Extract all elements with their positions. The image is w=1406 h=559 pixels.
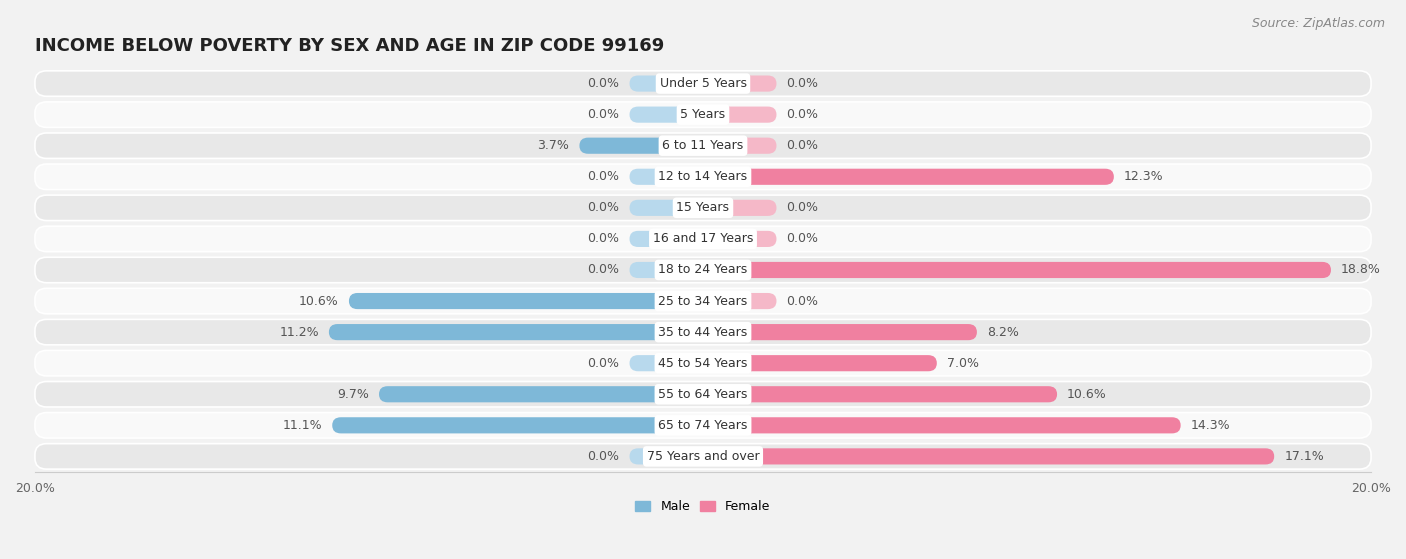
- Text: 0.0%: 0.0%: [786, 233, 818, 245]
- Text: 0.0%: 0.0%: [786, 108, 818, 121]
- Text: 17.1%: 17.1%: [1284, 450, 1324, 463]
- Text: 12 to 14 Years: 12 to 14 Years: [658, 170, 748, 183]
- Text: 0.0%: 0.0%: [588, 450, 620, 463]
- FancyBboxPatch shape: [35, 195, 1371, 221]
- Text: 3.7%: 3.7%: [537, 139, 569, 152]
- FancyBboxPatch shape: [35, 319, 1371, 345]
- Text: 25 to 34 Years: 25 to 34 Years: [658, 295, 748, 307]
- FancyBboxPatch shape: [703, 386, 1057, 402]
- FancyBboxPatch shape: [703, 107, 776, 123]
- FancyBboxPatch shape: [35, 71, 1371, 96]
- Text: 18 to 24 Years: 18 to 24 Years: [658, 263, 748, 277]
- FancyBboxPatch shape: [630, 107, 703, 123]
- Text: Under 5 Years: Under 5 Years: [659, 77, 747, 90]
- Text: 45 to 54 Years: 45 to 54 Years: [658, 357, 748, 369]
- FancyBboxPatch shape: [630, 448, 703, 465]
- Text: 0.0%: 0.0%: [786, 201, 818, 214]
- Text: 0.0%: 0.0%: [588, 357, 620, 369]
- FancyBboxPatch shape: [35, 133, 1371, 158]
- Text: 0.0%: 0.0%: [588, 77, 620, 90]
- FancyBboxPatch shape: [703, 355, 936, 371]
- Text: 0.0%: 0.0%: [588, 201, 620, 214]
- Text: 12.3%: 12.3%: [1123, 170, 1164, 183]
- FancyBboxPatch shape: [703, 262, 1331, 278]
- Text: 55 to 64 Years: 55 to 64 Years: [658, 388, 748, 401]
- FancyBboxPatch shape: [630, 169, 703, 185]
- Text: 15 Years: 15 Years: [676, 201, 730, 214]
- Text: 14.3%: 14.3%: [1191, 419, 1230, 432]
- FancyBboxPatch shape: [703, 417, 1181, 433]
- Text: 0.0%: 0.0%: [588, 170, 620, 183]
- Text: 65 to 74 Years: 65 to 74 Years: [658, 419, 748, 432]
- Text: 16 and 17 Years: 16 and 17 Years: [652, 233, 754, 245]
- FancyBboxPatch shape: [703, 324, 977, 340]
- FancyBboxPatch shape: [630, 231, 703, 247]
- Text: 11.2%: 11.2%: [280, 326, 319, 339]
- FancyBboxPatch shape: [380, 386, 703, 402]
- Text: Source: ZipAtlas.com: Source: ZipAtlas.com: [1251, 17, 1385, 30]
- FancyBboxPatch shape: [35, 382, 1371, 407]
- FancyBboxPatch shape: [35, 257, 1371, 283]
- Text: 0.0%: 0.0%: [588, 108, 620, 121]
- FancyBboxPatch shape: [630, 200, 703, 216]
- FancyBboxPatch shape: [703, 448, 1274, 465]
- FancyBboxPatch shape: [35, 350, 1371, 376]
- Text: 6 to 11 Years: 6 to 11 Years: [662, 139, 744, 152]
- FancyBboxPatch shape: [703, 200, 776, 216]
- FancyBboxPatch shape: [329, 324, 703, 340]
- FancyBboxPatch shape: [579, 138, 703, 154]
- Text: 9.7%: 9.7%: [337, 388, 368, 401]
- FancyBboxPatch shape: [630, 262, 703, 278]
- Text: 18.8%: 18.8%: [1341, 263, 1381, 277]
- FancyBboxPatch shape: [703, 293, 776, 309]
- FancyBboxPatch shape: [332, 417, 703, 433]
- FancyBboxPatch shape: [35, 413, 1371, 438]
- Text: 8.2%: 8.2%: [987, 326, 1019, 339]
- FancyBboxPatch shape: [703, 169, 1114, 185]
- Text: 75 Years and over: 75 Years and over: [647, 450, 759, 463]
- Text: 11.1%: 11.1%: [283, 419, 322, 432]
- Text: 7.0%: 7.0%: [946, 357, 979, 369]
- FancyBboxPatch shape: [35, 444, 1371, 469]
- Text: 0.0%: 0.0%: [588, 263, 620, 277]
- FancyBboxPatch shape: [703, 75, 776, 92]
- Text: 0.0%: 0.0%: [786, 77, 818, 90]
- FancyBboxPatch shape: [703, 138, 776, 154]
- FancyBboxPatch shape: [630, 75, 703, 92]
- Legend: Male, Female: Male, Female: [630, 495, 776, 518]
- Text: 10.6%: 10.6%: [299, 295, 339, 307]
- FancyBboxPatch shape: [35, 102, 1371, 127]
- FancyBboxPatch shape: [349, 293, 703, 309]
- Text: INCOME BELOW POVERTY BY SEX AND AGE IN ZIP CODE 99169: INCOME BELOW POVERTY BY SEX AND AGE IN Z…: [35, 37, 664, 55]
- FancyBboxPatch shape: [35, 164, 1371, 190]
- FancyBboxPatch shape: [35, 226, 1371, 252]
- Text: 0.0%: 0.0%: [588, 233, 620, 245]
- Text: 35 to 44 Years: 35 to 44 Years: [658, 326, 748, 339]
- Text: 0.0%: 0.0%: [786, 295, 818, 307]
- FancyBboxPatch shape: [35, 288, 1371, 314]
- FancyBboxPatch shape: [703, 231, 776, 247]
- FancyBboxPatch shape: [630, 355, 703, 371]
- Text: 10.6%: 10.6%: [1067, 388, 1107, 401]
- Text: 0.0%: 0.0%: [786, 139, 818, 152]
- Text: 5 Years: 5 Years: [681, 108, 725, 121]
